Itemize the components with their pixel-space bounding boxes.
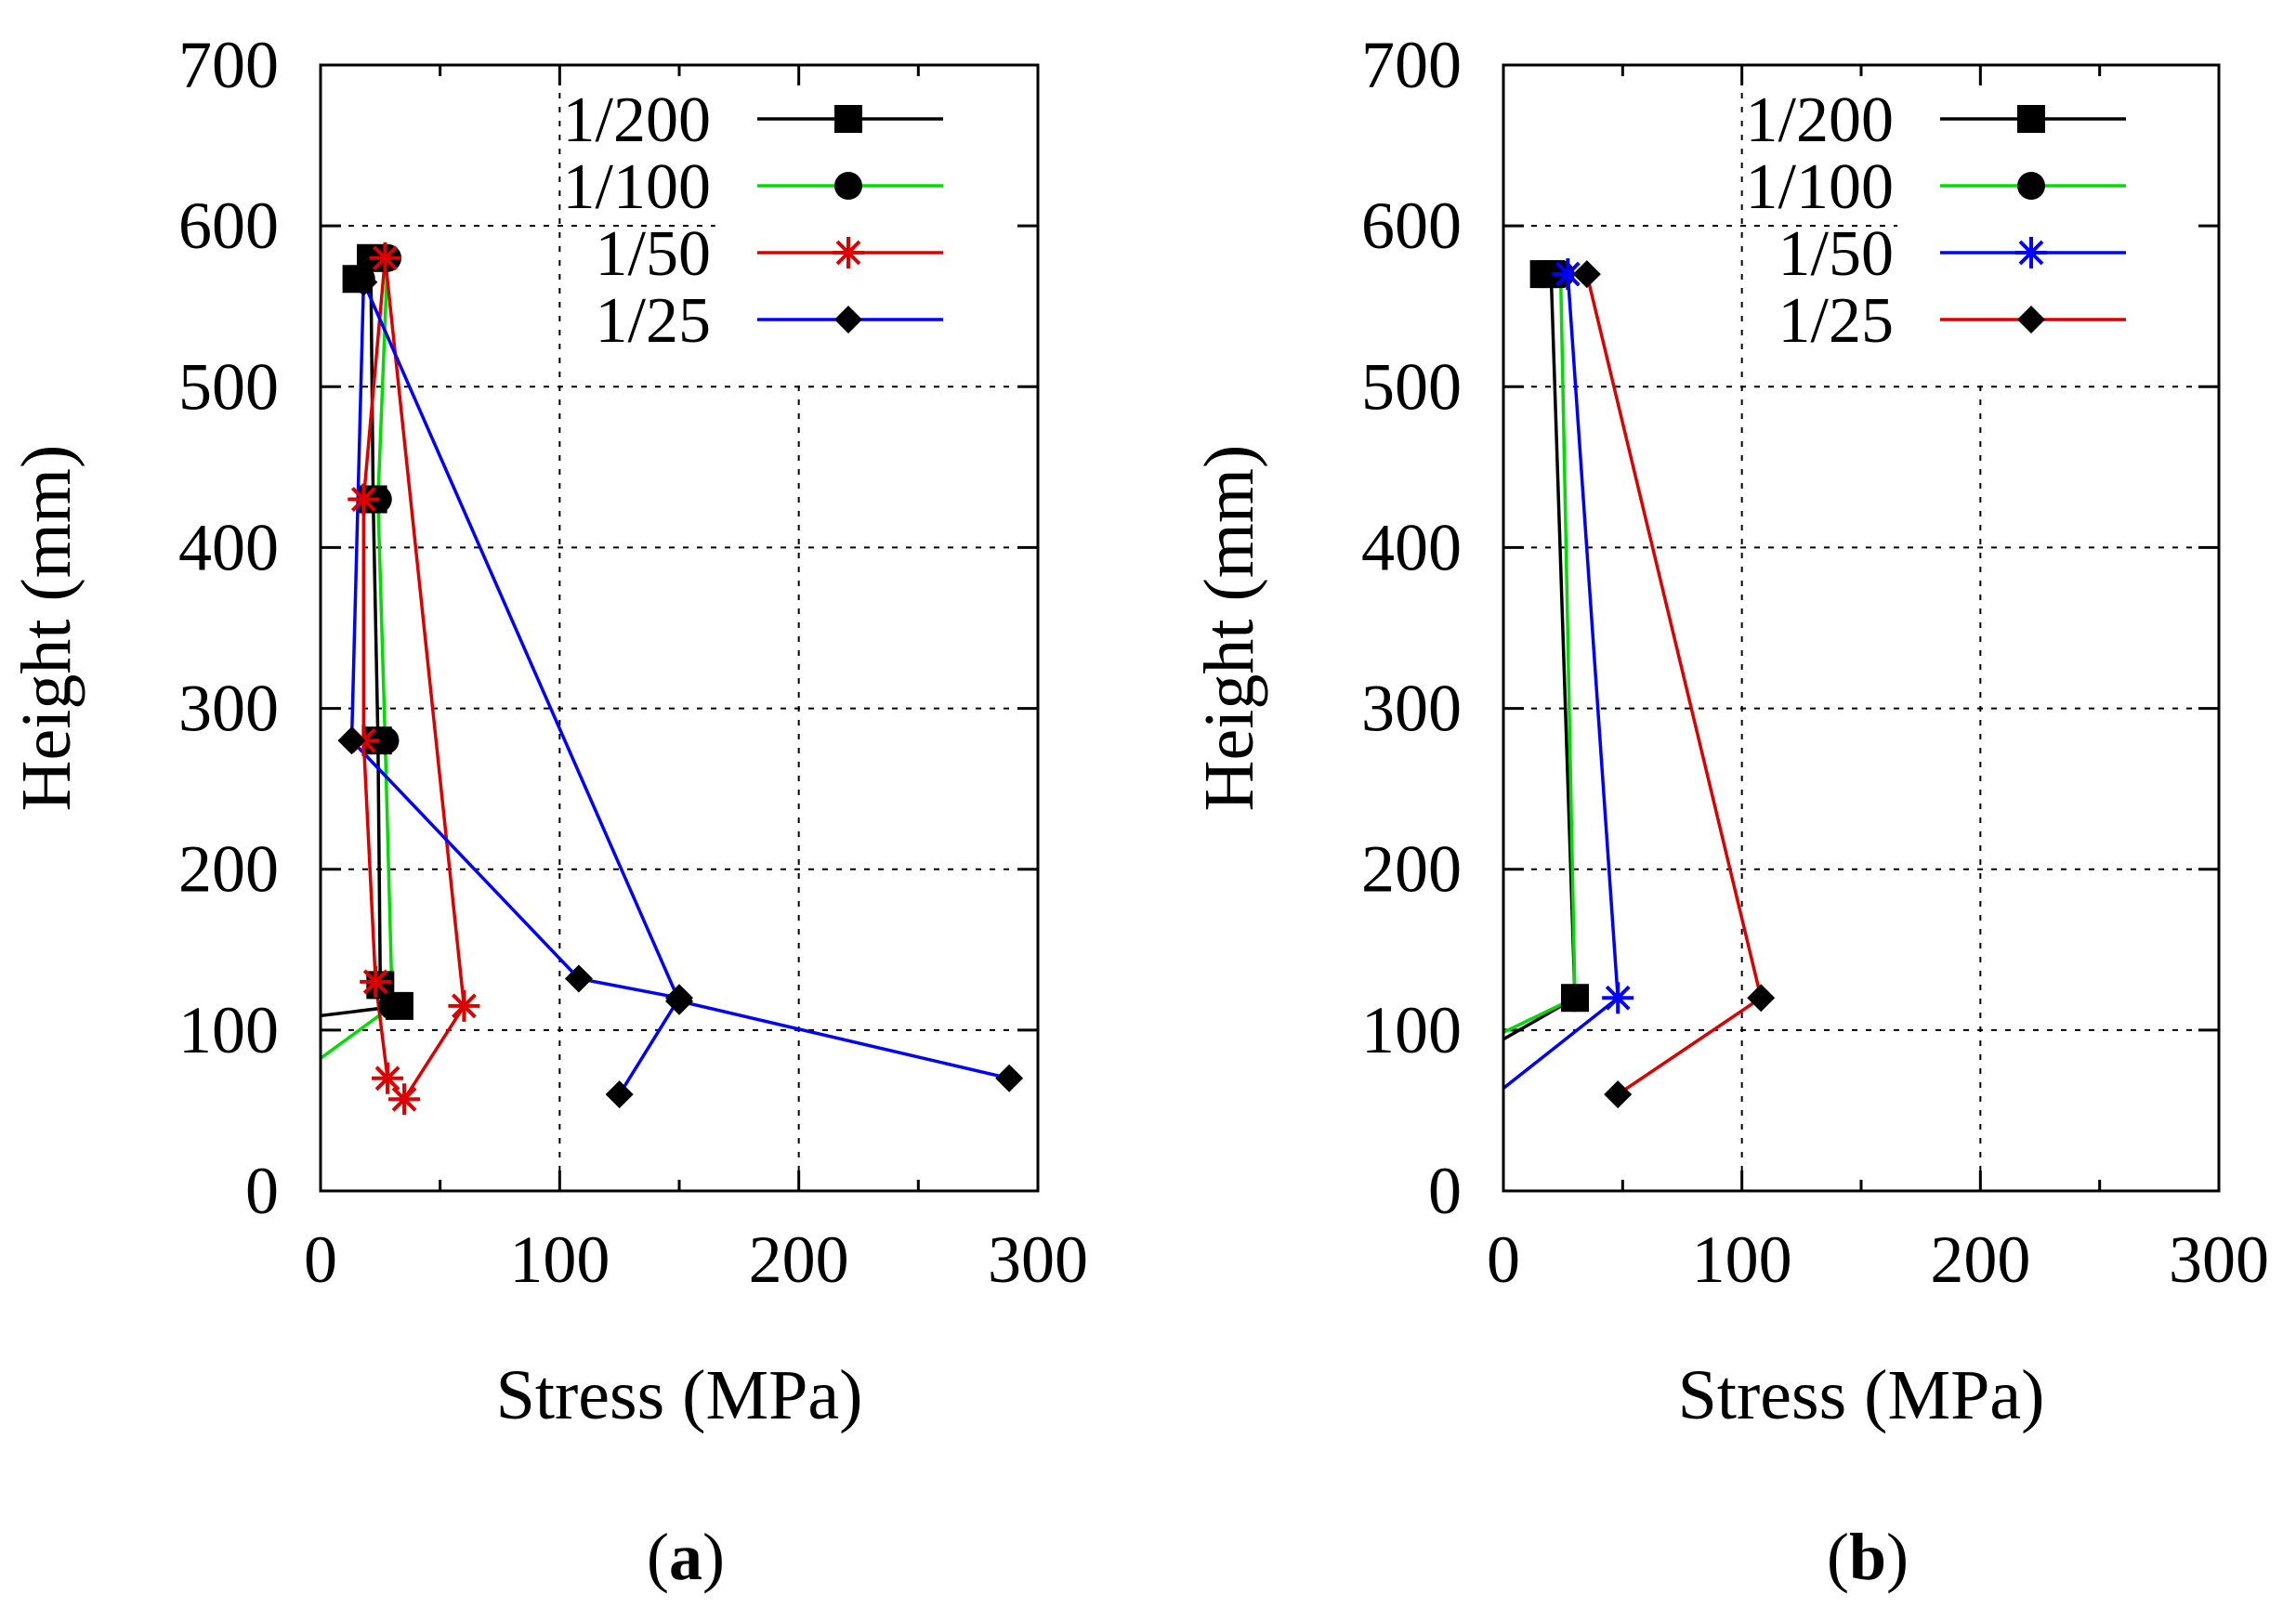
legend-label-1/25: 1/25 bbox=[1778, 285, 1894, 357]
data-point-1/50 bbox=[448, 989, 480, 1022]
x-tick-label: 100 bbox=[509, 1222, 610, 1297]
x-tick-label: 0 bbox=[1487, 1222, 1520, 1297]
data-point-1/25 bbox=[995, 1064, 1024, 1092]
legend-label-1/200: 1/200 bbox=[1746, 85, 1894, 156]
data-point-1/25 bbox=[337, 726, 366, 755]
panel-caption: (b) bbox=[1827, 1520, 1909, 1594]
legend-label-1/25: 1/25 bbox=[596, 285, 711, 357]
data-point-1/25 bbox=[564, 964, 593, 993]
legend-label-1/100: 1/100 bbox=[563, 151, 711, 223]
y-tick-label: 0 bbox=[245, 1154, 279, 1228]
caption-letter: a bbox=[669, 1520, 702, 1594]
y-tick-label: 200 bbox=[1361, 832, 1462, 907]
y-tick-label: 300 bbox=[1361, 672, 1462, 746]
legend-background bbox=[1897, 84, 2210, 381]
x-tick-label: 300 bbox=[2169, 1222, 2269, 1297]
data-point-1/100 bbox=[371, 726, 400, 755]
panel-b-chart: 0 100 200 300 0 100 200 300 400 500 600 700 Stress (… bbox=[1190, 28, 2269, 1594]
data-point-1/50 bbox=[369, 242, 401, 274]
data-point-1/50 bbox=[388, 1083, 421, 1116]
plot-frame bbox=[1502, 63, 2221, 1193]
legend-marker-1/200 bbox=[2017, 105, 2045, 133]
legend-marker-1/100 bbox=[2017, 172, 2045, 200]
y-tick-label: 200 bbox=[178, 832, 279, 907]
legend-label-1/200: 1/200 bbox=[563, 85, 711, 156]
data-point-1/50 bbox=[360, 965, 392, 998]
y-tick-label: 600 bbox=[178, 189, 279, 263]
x-axis-label: Stress (MPa) bbox=[496, 1356, 863, 1434]
y-tick-label: 400 bbox=[178, 510, 279, 584]
legend-marker-1/100 bbox=[834, 172, 862, 200]
legend-marker-1/50 bbox=[2015, 237, 2047, 268]
y-tick-label: 300 bbox=[178, 672, 279, 746]
x-tick-label: 200 bbox=[1930, 1222, 2030, 1297]
data-point-1/100 bbox=[378, 991, 407, 1020]
x-tick-label: 200 bbox=[749, 1222, 849, 1297]
data-point-1/25 bbox=[1572, 260, 1601, 289]
data-point-1/50 bbox=[1602, 982, 1634, 1014]
legend-marker-1/50 bbox=[833, 237, 864, 268]
y-tick-label: 500 bbox=[1361, 349, 1462, 424]
legend-label-1/50: 1/50 bbox=[596, 218, 711, 290]
x-tick-label: 100 bbox=[1692, 1222, 1792, 1297]
y-tick-label: 400 bbox=[1361, 510, 1462, 584]
series-line-1/25 bbox=[1585, 273, 1764, 1096]
y-axis-label: Height (mm) bbox=[7, 445, 85, 812]
caption-open-paren: ( bbox=[647, 1520, 669, 1594]
y-tick-label: 0 bbox=[1428, 1154, 1462, 1228]
legend-label-1/100: 1/100 bbox=[1746, 151, 1894, 223]
legend-marker-1/25 bbox=[2017, 306, 2045, 333]
series-layer bbox=[321, 242, 1024, 1116]
x-tick-label: 300 bbox=[988, 1222, 1088, 1297]
data-point-1/50 bbox=[1552, 258, 1584, 291]
panel-caption: (a) bbox=[647, 1520, 725, 1594]
series-layer bbox=[1503, 258, 1776, 1109]
series-line-1/25 bbox=[349, 281, 1010, 1096]
legend-label-1/50: 1/50 bbox=[1778, 218, 1894, 290]
y-axis-label: Height (mm) bbox=[1190, 445, 1268, 812]
caption-close-paren: ) bbox=[702, 1520, 725, 1594]
y-tick-label: 700 bbox=[1361, 28, 1462, 102]
legend-marker-1/200 bbox=[834, 105, 862, 133]
caption-close-paren: ) bbox=[1886, 1520, 1909, 1594]
y-tick-label: 700 bbox=[178, 28, 279, 102]
x-tick-label: 0 bbox=[304, 1222, 337, 1297]
panel-a-chart: 0 100 200 300 0 100 200 300 400 500 600 700 Stress (… bbox=[7, 28, 1088, 1594]
data-point-1/25 bbox=[665, 987, 693, 1015]
data-point-1/25 bbox=[605, 1080, 634, 1109]
data-point-1/100 bbox=[1561, 984, 1589, 1013]
y-tick-label: 600 bbox=[1361, 189, 1462, 263]
data-point-1/25 bbox=[1604, 1080, 1633, 1109]
caption-letter: b bbox=[1849, 1520, 1886, 1594]
data-point-1/25 bbox=[1747, 984, 1776, 1013]
y-tick-label: 100 bbox=[1361, 993, 1462, 1067]
data-point-1/25 bbox=[349, 268, 378, 296]
caption-open-paren: ( bbox=[1827, 1520, 1849, 1594]
data-point-1/50 bbox=[372, 1062, 404, 1094]
y-tick-label: 500 bbox=[178, 349, 279, 424]
x-axis-label: Stress (MPa) bbox=[1678, 1356, 2045, 1434]
data-point-1/50 bbox=[348, 483, 380, 516]
legend-background bbox=[715, 84, 1029, 381]
legend-marker-1/25 bbox=[834, 306, 862, 333]
plot-frame bbox=[319, 63, 1040, 1193]
y-tick-label: 100 bbox=[178, 993, 279, 1067]
